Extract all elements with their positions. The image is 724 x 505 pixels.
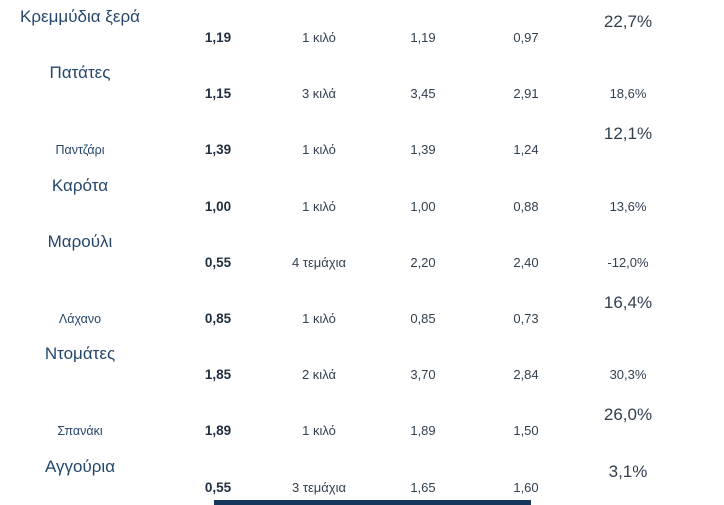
product-name: Παντζάρι	[55, 143, 105, 158]
change-percent: 22,7%	[603, 12, 653, 31]
total-price: 3,45	[410, 86, 436, 102]
table-row[interactable]: Μαρούλι 0,55 4 τεμάχια 2,20 2,40 -12,0%	[0, 225, 724, 281]
total-price: 2,20	[410, 254, 436, 270]
table-row[interactable]: Ντομάτες 1,85 2 κιλά 3,70 2,84 30,3%	[0, 337, 724, 393]
product-name: Μαρούλι	[47, 231, 113, 251]
unit-price: 1,00	[204, 198, 232, 214]
unit-price: 1,15	[204, 86, 232, 102]
quantity: 3 τεμάχια	[291, 479, 346, 495]
product-name: Αγγούρια	[44, 456, 116, 476]
quantity: 2 κιλά	[301, 367, 337, 383]
change-percent: 3,1%	[608, 461, 648, 481]
product-name: Λάχανο	[58, 311, 102, 326]
change-percent: 18,6%	[609, 86, 647, 102]
total-price: 0,85	[410, 310, 436, 326]
unit-price: 0,55	[204, 254, 232, 270]
unit-price: 1,89	[204, 423, 232, 439]
product-name: Καρότα	[51, 175, 109, 195]
table-row[interactable]: Πατάτες 1,15 3 κιλά 3,45 2,91 18,6%	[0, 56, 724, 112]
total-price: 1,65	[410, 479, 436, 495]
unit-price: 1,85	[204, 367, 232, 383]
total-price: 1,00	[410, 198, 436, 214]
total-price: 3,70	[410, 367, 436, 383]
previous-price: 1,24	[513, 142, 539, 158]
product-name: Σπανάκι	[57, 424, 103, 439]
quantity: 1 κιλό	[302, 310, 336, 326]
change-percent: 13,6%	[609, 198, 647, 214]
product-name: Ντομάτες	[44, 344, 116, 364]
table-row[interactable]: Παντζάρι 1,39 1 κιλό 1,39 1,24 12,1%	[0, 112, 724, 168]
unit-price: 1,19	[204, 30, 232, 45]
unit-price: 1,39	[204, 142, 232, 158]
change-percent: -12,0%	[607, 254, 649, 270]
previous-price: 2,91	[513, 86, 539, 102]
previous-price: 2,84	[513, 367, 539, 383]
previous-price: 1,60	[513, 479, 539, 495]
product-name: Κρεμμύδια ξερά	[20, 7, 140, 26]
previous-price: 0,97	[513, 30, 539, 45]
product-name: Πατάτες	[49, 63, 111, 83]
quantity: 1 κιλό	[302, 423, 336, 439]
quantity: 3 κιλά	[301, 86, 337, 102]
table-row[interactable]: Λάχανο 0,85 1 κιλό 0,85 0,73 16,4%	[0, 281, 724, 337]
quantity: 4 τεμάχια	[291, 254, 346, 270]
table-row[interactable]: Σπανάκι 1,89 1 κιλό 1,89 1,50 26,0%	[0, 393, 724, 449]
change-percent: 26,0%	[603, 405, 653, 425]
change-percent: 30,3%	[609, 367, 647, 383]
total-price: 1,89	[410, 423, 436, 439]
previous-price: 2,40	[513, 254, 539, 270]
cutoff-row-bar	[214, 500, 531, 505]
table-row[interactable]: Κρεμμύδια ξερά 1,19 1 κιλό 1,19 0,97 22,7%	[0, 0, 724, 56]
change-percent: 12,1%	[603, 124, 653, 144]
change-percent: 16,4%	[603, 292, 653, 312]
quantity: 1 κιλό	[302, 142, 336, 158]
unit-price: 0,55	[204, 479, 232, 495]
previous-price: 1,50	[513, 423, 539, 439]
previous-price: 0,73	[513, 310, 539, 326]
table-row[interactable]: Καρότα 1,00 1 κιλό 1,00 0,88 13,6%	[0, 169, 724, 225]
table-row[interactable]: Αγγούρια 0,55 3 τεμάχια 1,65 1,60 3,1%	[0, 450, 724, 505]
total-price: 1,19	[410, 30, 436, 45]
quantity: 1 κιλό	[302, 30, 336, 45]
quantity: 1 κιλό	[302, 198, 336, 214]
total-price: 1,39	[410, 142, 436, 158]
previous-price: 0,88	[513, 198, 539, 214]
unit-price: 0,85	[204, 310, 232, 326]
